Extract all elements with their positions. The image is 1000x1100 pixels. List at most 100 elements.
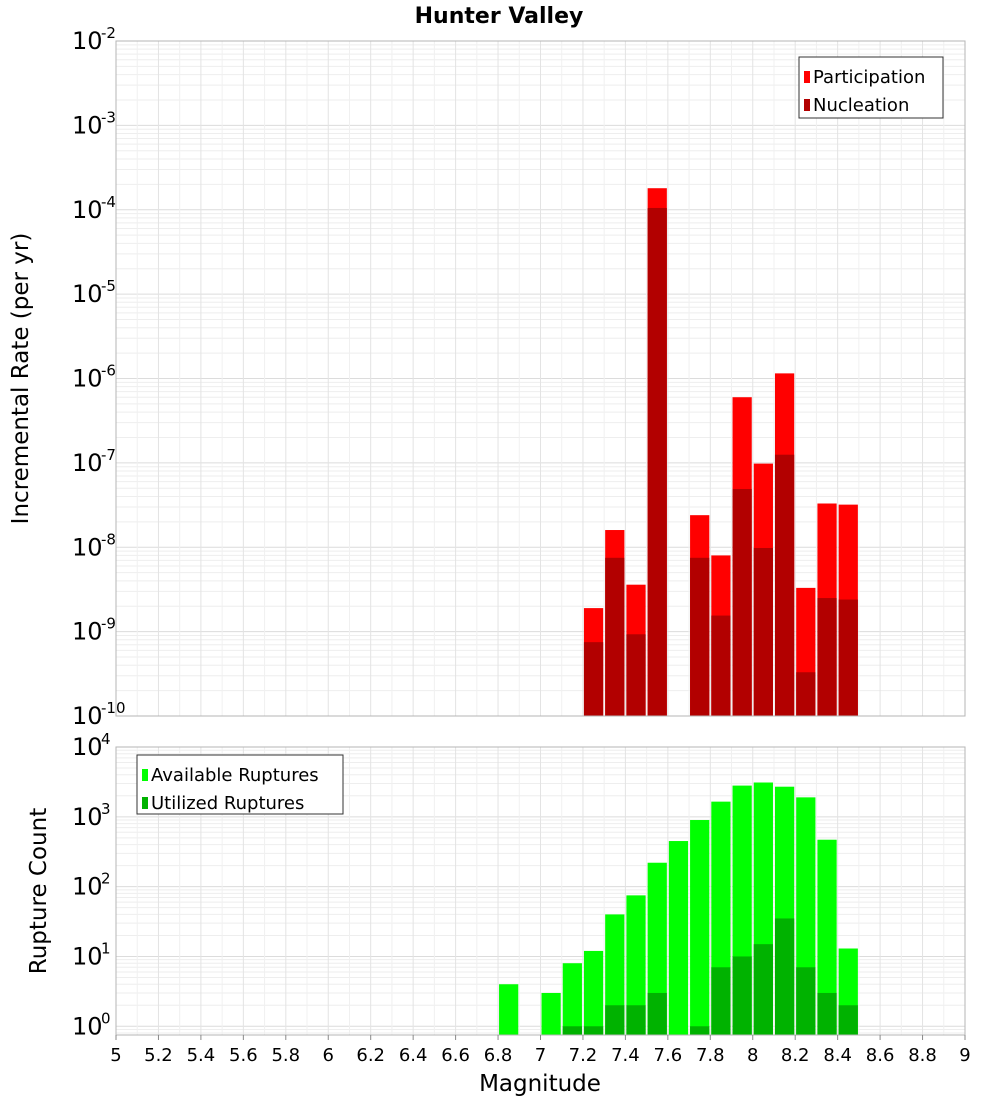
bar-available-ruptures: [605, 914, 625, 1035]
bar-available-ruptures: [626, 895, 646, 1035]
y-tick-label: 10: [72, 280, 103, 308]
legend-label: Utilized Ruptures: [151, 793, 304, 814]
bar-nucleation: [732, 489, 752, 716]
bar-nucleation: [838, 599, 858, 716]
bar-available-ruptures: [562, 963, 582, 1035]
bar-nucleation: [711, 615, 731, 716]
plot-frame: [115, 40, 966, 717]
x-tick-label: 8.6: [866, 1045, 895, 1066]
y-tick-label: 10: [72, 196, 103, 224]
bar-available-ruptures: [583, 950, 604, 1035]
bar-available-ruptures: [817, 839, 837, 1035]
y-tick-exponent: 0: [101, 1009, 111, 1027]
chart-title: Hunter Valley: [415, 4, 584, 29]
bar-available-ruptures: [668, 841, 689, 1035]
x-tick-label: 8.4: [823, 1045, 852, 1066]
bar-utilized-ruptures: [753, 944, 773, 1035]
legend-box: [136, 754, 344, 815]
y-tick-label: 10: [72, 1012, 103, 1040]
y-axis-label: Rupture Count: [26, 808, 52, 974]
bar-nucleation: [796, 672, 816, 716]
bar-nucleation: [605, 557, 625, 716]
y-tick-exponent: -8: [101, 530, 116, 548]
y-tick-exponent: -4: [101, 193, 116, 211]
legend-swatch: [804, 71, 810, 83]
bar-nucleation: [626, 634, 646, 716]
y-tick-label: 10: [72, 803, 103, 831]
y-tick-exponent: -5: [101, 277, 116, 295]
x-tick-label: 5: [110, 1045, 121, 1066]
legend-box: [798, 56, 944, 119]
y-tick-label: 10: [72, 873, 103, 901]
bar-nucleation: [753, 547, 773, 716]
bar-available-ruptures: [541, 992, 561, 1035]
y-axis-label: Incremental Rate (per yr): [8, 233, 34, 525]
x-tick-label: 5.2: [144, 1045, 173, 1066]
bar-utilized-ruptures: [605, 1005, 625, 1035]
x-tick-label: 7.8: [696, 1045, 725, 1066]
bar-available-ruptures: [499, 984, 519, 1035]
y-tick-label: 10: [72, 942, 103, 970]
x-tick-label: 7: [535, 1045, 546, 1066]
y-tick-label: 10: [72, 618, 103, 646]
top-plot: 10-1010-910-810-710-610-510-410-310-2Inc…: [8, 4, 966, 730]
bar-utilized-ruptures: [838, 1005, 858, 1035]
y-tick-exponent: 2: [101, 870, 111, 888]
bar-available-ruptures: [690, 820, 710, 1035]
y-tick-label: 10: [72, 449, 103, 477]
y-tick-label: 10: [72, 702, 103, 730]
x-tick-label: 7.6: [654, 1045, 683, 1066]
x-tick-label: 6.4: [399, 1045, 428, 1066]
x-tick-label: 7.2: [569, 1045, 598, 1066]
bar-utilized-ruptures: [817, 992, 837, 1035]
bar-utilized-ruptures: [774, 918, 795, 1035]
y-tick-exponent: 3: [101, 800, 111, 818]
x-tick-label: 8: [747, 1045, 758, 1066]
legend-swatch: [804, 99, 810, 111]
bar-utilized-ruptures: [626, 1005, 646, 1035]
bar-utilized-ruptures: [732, 956, 752, 1035]
y-tick-label: 10: [72, 733, 103, 761]
y-tick-exponent: -3: [101, 108, 116, 126]
bar-nucleation: [774, 454, 795, 716]
bar-nucleation: [647, 207, 667, 716]
bar-utilized-ruptures: [583, 1026, 604, 1035]
x-tick-label: 5.4: [187, 1045, 216, 1066]
x-tick-label: 7.4: [611, 1045, 640, 1066]
bar-nucleation: [583, 642, 604, 716]
y-tick-exponent: -10: [101, 699, 126, 717]
x-tick-label: 5.6: [229, 1045, 258, 1066]
y-tick-label: 10: [72, 111, 103, 139]
x-tick-label: 5.8: [271, 1045, 300, 1066]
bar-utilized-ruptures: [711, 967, 731, 1035]
y-tick-label: 10: [72, 27, 103, 55]
x-tick-label: 6.2: [356, 1045, 385, 1066]
bar-available-ruptures: [647, 862, 667, 1035]
x-tick-label: 9: [959, 1045, 970, 1066]
legend-swatch: [142, 797, 148, 809]
x-tick-label: 6.6: [441, 1045, 470, 1066]
bar-nucleation: [690, 557, 710, 716]
bar-utilized-ruptures: [796, 967, 816, 1035]
y-tick-exponent: 1: [101, 939, 111, 957]
bar-nucleation: [817, 598, 837, 716]
x-tick-label: 8.2: [781, 1045, 810, 1066]
x-tick-label: 6: [323, 1045, 334, 1066]
y-tick-exponent: -2: [101, 24, 116, 42]
x-axis-label: Magnitude: [479, 1071, 601, 1097]
legend-label: Available Ruptures: [151, 765, 319, 786]
bar-utilized-ruptures: [562, 1026, 582, 1035]
x-tick-label: 6.8: [484, 1045, 513, 1066]
bar-utilized-ruptures: [690, 1026, 710, 1035]
y-tick-exponent: -7: [101, 446, 116, 464]
y-tick-label: 10: [72, 533, 103, 561]
y-tick-label: 10: [72, 365, 103, 393]
bar-utilized-ruptures: [647, 992, 667, 1035]
x-tick-label: 8.8: [908, 1045, 937, 1066]
legend-swatch: [142, 769, 148, 781]
y-tick-exponent: -6: [101, 362, 116, 380]
y-tick-exponent: -9: [101, 615, 116, 633]
legend-label: Participation: [813, 67, 925, 88]
